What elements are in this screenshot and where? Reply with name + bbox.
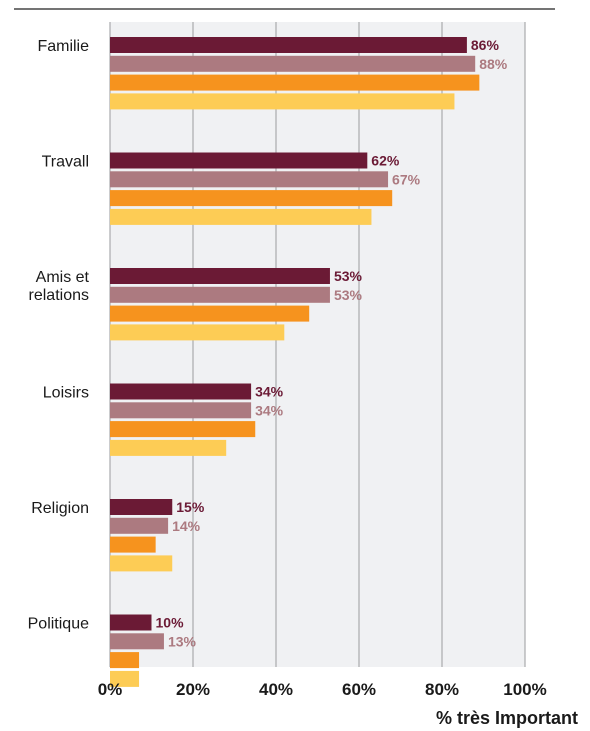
bar bbox=[110, 421, 256, 438]
data-label: 10% bbox=[156, 615, 185, 631]
x-tick-labels: 0% 20% 40% 60% 80% 100% bbox=[98, 680, 547, 699]
data-label: 62% bbox=[371, 153, 400, 169]
bar bbox=[110, 305, 310, 322]
gridlines bbox=[109, 22, 526, 667]
bar bbox=[110, 614, 152, 631]
plot-background bbox=[110, 22, 525, 667]
bar bbox=[110, 402, 252, 419]
x-tick-label: 80% bbox=[425, 680, 459, 699]
data-label: 34% bbox=[255, 384, 284, 400]
bar bbox=[110, 555, 173, 572]
bar bbox=[110, 55, 476, 72]
bar bbox=[110, 383, 252, 400]
data-label: 53% bbox=[334, 268, 363, 284]
bar bbox=[110, 93, 455, 110]
data-label: 67% bbox=[392, 171, 421, 187]
bar bbox=[110, 37, 467, 53]
data-label: 86% bbox=[471, 37, 500, 53]
bar bbox=[110, 268, 330, 284]
bar bbox=[110, 517, 169, 534]
x-tick-label: 40% bbox=[259, 680, 293, 699]
bar bbox=[110, 208, 372, 225]
bars: 86% 88% 62% 67% 53% 53% 34% 34% 15% 14% 10% 13% bbox=[110, 37, 508, 687]
data-label: 15% bbox=[176, 499, 205, 515]
category-label: Amis et bbox=[36, 269, 90, 286]
x-tick-label: 60% bbox=[342, 680, 376, 699]
category-label: Religion bbox=[31, 500, 89, 517]
data-label: 88% bbox=[479, 56, 508, 72]
x-tick-label: 0% bbox=[98, 680, 123, 699]
category-label: Politique bbox=[28, 616, 89, 633]
bar bbox=[110, 536, 156, 553]
category-label: Travall bbox=[42, 154, 89, 171]
bar bbox=[110, 633, 164, 650]
bar bbox=[110, 670, 140, 687]
data-label: 13% bbox=[168, 633, 197, 649]
bar bbox=[110, 499, 173, 515]
category-label: Familie bbox=[37, 38, 89, 55]
category-label: Loisirs bbox=[43, 385, 89, 402]
category-label: relations bbox=[29, 287, 89, 304]
bar bbox=[110, 171, 389, 188]
x-axis-title: % très Important bbox=[436, 708, 578, 728]
bar bbox=[110, 190, 393, 207]
bar bbox=[110, 324, 285, 341]
data-label: 34% bbox=[255, 402, 284, 418]
bar bbox=[110, 439, 227, 456]
data-label: 53% bbox=[334, 287, 363, 303]
bar bbox=[110, 286, 330, 303]
bar bbox=[110, 74, 480, 91]
bar bbox=[110, 652, 140, 669]
data-label: 14% bbox=[172, 518, 201, 534]
bar bbox=[110, 152, 368, 169]
x-tick-label: 20% bbox=[176, 680, 210, 699]
x-tick-label: 100% bbox=[503, 680, 546, 699]
